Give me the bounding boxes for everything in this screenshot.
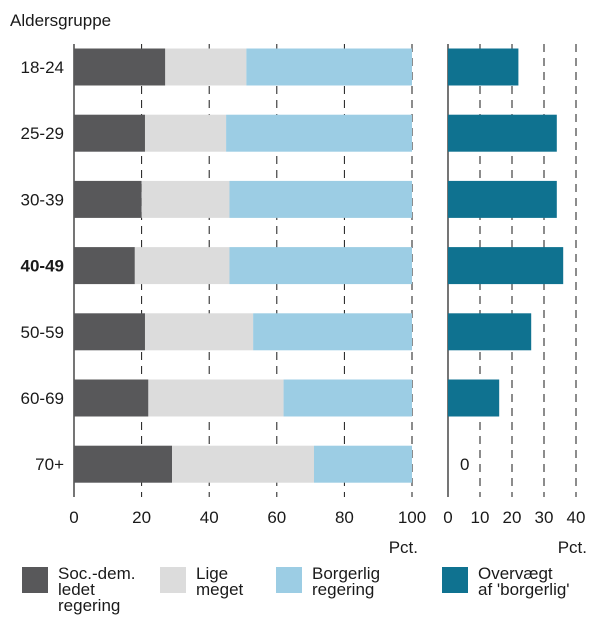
- bar-segment: [229, 180, 412, 218]
- legend-swatch: [442, 567, 468, 593]
- x-tick-label: 10: [471, 508, 490, 527]
- x-tick-label: 20: [132, 508, 151, 527]
- legend-item: Lige meget: [160, 564, 244, 599]
- bar-segment: [229, 247, 412, 285]
- bar-segment: [74, 180, 142, 218]
- legend-item: Soc.-dem. ledet regering: [22, 564, 136, 615]
- category-label: 40-49: [21, 257, 64, 276]
- bar-segment: [313, 445, 412, 483]
- bar-segment: [74, 379, 149, 417]
- x-tick-label: 40: [200, 508, 219, 527]
- data-label: 0: [460, 455, 469, 474]
- bar-segment: [74, 247, 135, 285]
- legend: Soc.-dem. ledet regering Lige meget Borger…: [0, 564, 589, 624]
- bar-segment: [246, 48, 412, 86]
- x-tick-label: 0: [443, 508, 452, 527]
- bar-segment: [226, 114, 412, 152]
- bar-segment: [144, 114, 227, 152]
- bar-segment: [253, 313, 412, 351]
- legend-swatch: [276, 567, 302, 593]
- bar-segment: [74, 48, 166, 86]
- bar: [448, 48, 519, 86]
- bar-segment: [165, 48, 247, 86]
- category-label: 18-24: [21, 58, 64, 77]
- category-label: 70+: [35, 455, 64, 474]
- bar-segment: [74, 313, 145, 351]
- category-label: 30-39: [21, 190, 64, 209]
- x-tick-label: 80: [335, 508, 354, 527]
- bar-segment: [74, 445, 173, 483]
- legend-label: Borgerlig regering: [312, 564, 381, 599]
- bar-segment: [144, 313, 254, 351]
- x-axis-unit: Pct.: [558, 538, 587, 557]
- overweight-bar-panel: 0 0 10 20 30 40 Pct.: [443, 44, 587, 557]
- legend-swatch: [22, 567, 48, 593]
- category-label: 50-59: [21, 323, 64, 342]
- category-label: 25-29: [21, 124, 64, 143]
- bar: [448, 180, 557, 218]
- x-tick-label: 20: [503, 508, 522, 527]
- x-tick-label: 0: [69, 508, 78, 527]
- bar-segment: [74, 114, 145, 152]
- x-tick-label: 30: [535, 508, 554, 527]
- bar-segment: [134, 247, 230, 285]
- bar: [448, 313, 532, 351]
- bar-segment: [172, 445, 314, 483]
- x-axis-unit: Pct.: [389, 538, 418, 557]
- bar: [448, 247, 564, 285]
- stacked-bar-panel: 18-24 25-29 30-39 40-49 50-59 60-69 70+ 0 20 40 60…: [21, 44, 426, 557]
- x-tick-label: 60: [267, 508, 286, 527]
- bar: [448, 114, 557, 152]
- bar-segment: [283, 379, 412, 417]
- category-label: 60-69: [21, 389, 64, 408]
- bar-segment: [141, 180, 230, 218]
- legend-item: Overvægt af 'borgerlig': [442, 564, 570, 599]
- x-tick-label: 100: [398, 508, 426, 527]
- legend-label: Overvægt af 'borgerlig': [478, 564, 570, 599]
- chart-title: Aldersgruppe: [10, 11, 111, 30]
- legend-label: Soc.-dem. ledet regering: [58, 564, 136, 615]
- x-tick-label: 40: [567, 508, 586, 527]
- bar: [448, 379, 500, 417]
- legend-swatch: [160, 567, 186, 593]
- legend-label: Lige meget: [196, 564, 244, 599]
- bar-segment: [148, 379, 284, 417]
- legend-item: Borgerlig regering: [276, 564, 381, 599]
